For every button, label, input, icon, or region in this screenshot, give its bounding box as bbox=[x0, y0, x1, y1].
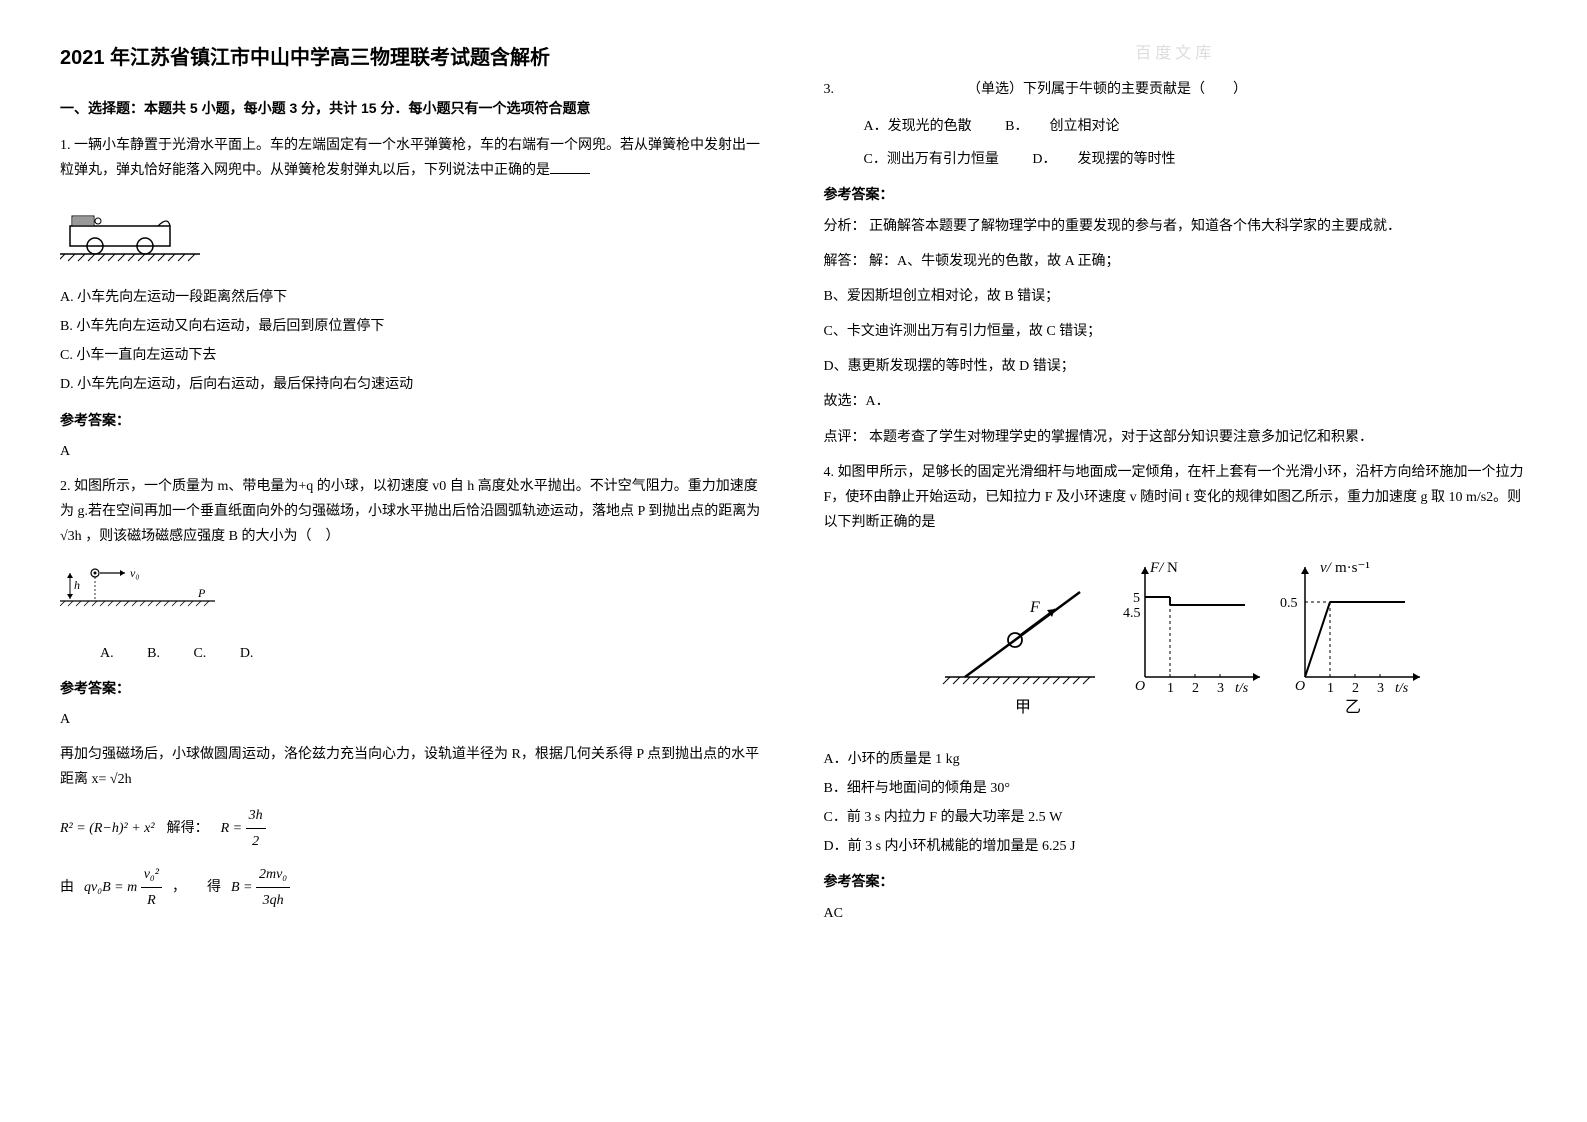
q3-option-b: B． 创立相对论 bbox=[1005, 119, 1119, 134]
svg-text:h: h bbox=[74, 578, 80, 592]
q3-analysis: 分析： 正确解答本题要了解物理学中的重要发现的参与者，知道各个伟大科学家的主要成… bbox=[824, 214, 1528, 239]
q4-left-ytick-1: 4.5 bbox=[1123, 606, 1141, 621]
q4-option-d: D．前 3 s 内小环机械能的增加量是 6.25 J bbox=[824, 834, 1528, 859]
question-1: 1. 一辆小车静置于光滑水平面上。车的左端固定有一个水平弹簧枪，车的右端有一个网… bbox=[60, 133, 764, 183]
q1-stem: 1. 一辆小车静置于光滑水平面上。车的左端固定有一个水平弹簧枪，车的右端有一个网… bbox=[60, 138, 760, 178]
q4-option-b: B．细杆与地面间的倾角是 30° bbox=[824, 776, 1528, 801]
q2-option-a: A. bbox=[100, 646, 114, 661]
q3-solve-line-1: B、爱因斯坦创立相对论，故 B 错误； bbox=[824, 284, 1528, 309]
q3-option-c: C．测出万有引力恒量 bbox=[864, 152, 999, 167]
q4-left-xtick-2: 3 bbox=[1217, 681, 1224, 696]
q1-option-b: B. 小车先向左运动又向右运动，最后回到原位置停下 bbox=[60, 314, 764, 339]
q3-answer-label: 参考答案： bbox=[824, 182, 1528, 207]
q4-right-xlabel: t/s bbox=[1395, 681, 1409, 696]
q2-answer: A bbox=[60, 707, 764, 732]
q2-f1-num: 3h bbox=[246, 803, 266, 829]
q2-formula-1: R² = (R−h)² + x² 解得： R = 3h 2 bbox=[60, 803, 764, 854]
q1-option-d: D. 小车先向左运动，后向右运动，最后保持向右匀速运动 bbox=[60, 372, 764, 397]
q4-left-ytick-0: 5 bbox=[1133, 591, 1140, 606]
q2-option-c: C. bbox=[193, 646, 206, 661]
watermark: 百度文库 bbox=[824, 40, 1528, 69]
q4-option-c: C．前 3 s 内拉力 F 的最大功率是 2.5 W bbox=[824, 805, 1528, 830]
svg-text:F/: F/ bbox=[1149, 560, 1165, 576]
q4-right-xtick-0: 1 bbox=[1327, 681, 1334, 696]
q4-right-label: 乙 bbox=[1345, 699, 1361, 716]
q3-solve-line-4: 故选：A． bbox=[824, 389, 1528, 414]
q3-solve-line-3: D、惠更斯发现摆的等时性，故 D 错误； bbox=[824, 354, 1528, 379]
q3-analysis-label: 分析： bbox=[824, 219, 866, 234]
section-1-header: 一、选择题：本题共 5 小题，每小题 3 分，共计 15 分．每小题只有一个选项… bbox=[60, 96, 764, 121]
q2-exp-radical: √2h bbox=[110, 772, 132, 787]
svg-text:m·s⁻¹: m·s⁻¹ bbox=[1335, 560, 1370, 576]
svg-text:甲: 甲 bbox=[1015, 699, 1031, 716]
q4-left-xtick-1: 2 bbox=[1192, 681, 1199, 696]
q1-answer-label: 参考答案： bbox=[60, 408, 764, 433]
q2-f1-mid: 解得： bbox=[167, 816, 209, 841]
q2-diagram: v₀ h P bbox=[60, 561, 764, 630]
q2-option-b: B. bbox=[147, 646, 160, 661]
q2-radical: √3h bbox=[60, 529, 82, 544]
q2-f1-den: 2 bbox=[246, 829, 266, 854]
q3-comment: 点评： 本题考查了学生对物理学史的掌握情况，对于这部分知识要注意多加记忆和积累． bbox=[824, 425, 1528, 450]
q3-solve-label: 解答： bbox=[824, 254, 866, 269]
q4-right-ytick: 0.5 bbox=[1280, 596, 1298, 611]
q2-option-d: D. bbox=[240, 646, 254, 661]
q4-right-xtick-1: 2 bbox=[1352, 681, 1359, 696]
q2-stem-p1: 2. 如图所示，一个质量为 m、带电量为+q 的小球，以初速度 v0 自 h 高… bbox=[60, 479, 760, 519]
q2-answer-label: 参考答案： bbox=[60, 676, 764, 701]
q3-solve-line-0: 解答： 解：A、牛顿发现光的色散，故 A 正确； bbox=[824, 249, 1528, 274]
q3-options-row2: C．测出万有引力恒量 D． 发现摆的等时性 bbox=[824, 147, 1528, 172]
q3-solve-line-2: C、卡文迪许测出万有引力恒量，故 C 错误； bbox=[824, 319, 1528, 344]
q4-answer: AC bbox=[824, 901, 1528, 926]
q4-left-xlabel: t/s bbox=[1235, 681, 1249, 696]
svg-text:O: O bbox=[1295, 679, 1305, 694]
svg-text:N: N bbox=[1167, 560, 1178, 576]
q1-answer: A bbox=[60, 439, 764, 464]
q2-f2-left: qv₀B = m v₀² R bbox=[84, 862, 162, 913]
question-4-stem: 4. 如图甲所示，足够长的固定光滑细杆与地面成一定倾角，在杆上套有一个光滑小环，… bbox=[824, 460, 1528, 536]
q2-f1-right: R = 3h 2 bbox=[221, 803, 266, 854]
q2-options: A. B. C. D. bbox=[60, 641, 764, 666]
q1-option-c: C. 小车一直向左运动下去 bbox=[60, 343, 764, 368]
q3-comment-text: 本题考查了学生对物理学史的掌握情况，对于这部分知识要注意多加记忆和积累． bbox=[869, 430, 1373, 445]
q2-f2-prefix: 由 bbox=[60, 875, 74, 900]
question-3-stem: 3. （单选）下列属于牛顿的主要贡献是（ ） bbox=[824, 77, 1528, 102]
q2-f2-mid: ， 得 bbox=[172, 875, 221, 900]
q2-f1-left: R² = (R−h)² + x² bbox=[60, 816, 155, 841]
q2-f2-rd: 3qh bbox=[256, 888, 290, 913]
q3-solve-0: 解：A、牛顿发现光的色散，故 A 正确； bbox=[869, 254, 1119, 269]
q3-analysis-text: 正确解答本题要了解物理学中的重要发现的参与者，知道各个伟大科学家的主要成就． bbox=[869, 219, 1401, 234]
q2-f2-rn: 2mv₀ bbox=[256, 862, 290, 888]
q4-left-xtick-0: 1 bbox=[1167, 681, 1174, 696]
q4-option-a: A．小环的质量是 1 kg bbox=[824, 747, 1528, 772]
q2-formula-2: 由 qv₀B = m v₀² R ， 得 B = 2mv₀ 3qh bbox=[60, 862, 764, 913]
svg-text:v₀: v₀ bbox=[130, 566, 140, 580]
q2-stem-p2: ，则该磁场磁感应强度 B 的大小为（ ） bbox=[85, 529, 339, 544]
q2-explanation: 再加匀强磁场后，小球做圆周运动，洛伦兹力充当向心力，设轨道半径为 R，根据几何关… bbox=[60, 742, 764, 792]
svg-text:O: O bbox=[1135, 679, 1145, 694]
question-2: 2. 如图所示，一个质量为 m、带电量为+q 的小球，以初速度 v0 自 h 高… bbox=[60, 474, 764, 550]
q1-option-a: A. 小车先向左运动一段距离然后停下 bbox=[60, 285, 764, 310]
q4-answer-label: 参考答案： bbox=[824, 869, 1528, 894]
svg-text:F: F bbox=[1029, 599, 1040, 616]
svg-text:P: P bbox=[197, 586, 206, 600]
q4-diagram: F 甲 F/ N 5 4.5 O bbox=[824, 547, 1528, 736]
q2-f2-right: B = 2mv₀ 3qh bbox=[231, 862, 290, 913]
exam-title: 2021 年江苏省镇江市中山中学高三物理联考试题含解析 bbox=[60, 40, 764, 76]
q2-f2-lb: R bbox=[141, 888, 162, 913]
q1-diagram bbox=[60, 196, 764, 275]
q3-option-d: D． 发现摆的等时性 bbox=[1032, 152, 1175, 167]
svg-text:v/: v/ bbox=[1320, 560, 1333, 576]
q2-exp-p1: 再加匀强磁场后，小球做圆周运动，洛伦兹力充当向心力，设轨道半径为 R，根据几何关… bbox=[60, 747, 759, 787]
q3-option-a: A．发现光的色散 bbox=[864, 119, 972, 134]
q2-f2-lt: v₀² bbox=[141, 862, 162, 888]
q3-options-row1: A．发现光的色散 B． 创立相对论 bbox=[824, 114, 1528, 139]
q3-comment-label: 点评： bbox=[824, 430, 866, 445]
q4-right-xtick-2: 3 bbox=[1377, 681, 1384, 696]
blank-underline bbox=[550, 173, 590, 174]
